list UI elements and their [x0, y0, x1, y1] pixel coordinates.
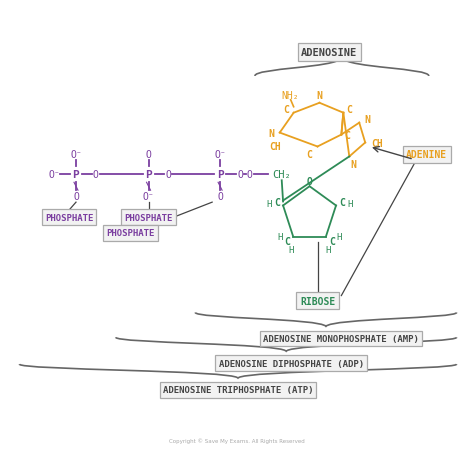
- Text: CH: CH: [269, 142, 281, 152]
- Text: H: H: [336, 233, 341, 242]
- Text: O⁻: O⁻: [143, 192, 155, 202]
- Text: O: O: [165, 170, 172, 180]
- Text: N: N: [350, 160, 356, 170]
- Text: H: H: [347, 199, 353, 208]
- Text: NH₂: NH₂: [282, 91, 300, 101]
- Text: O: O: [247, 170, 253, 180]
- Text: C: C: [346, 105, 352, 115]
- Text: H: H: [289, 245, 294, 254]
- Text: N: N: [317, 91, 322, 101]
- Text: O: O: [146, 150, 152, 160]
- Text: ADENOSINE DIPHOSPHATE (ADP): ADENOSINE DIPHOSPHATE (ADP): [219, 359, 364, 368]
- Text: C: C: [274, 198, 280, 208]
- Text: O: O: [307, 177, 312, 187]
- Text: O: O: [237, 170, 243, 180]
- Text: O: O: [93, 170, 99, 180]
- Text: O: O: [217, 192, 223, 202]
- Text: ADENOSINE: ADENOSINE: [301, 48, 357, 58]
- Text: O⁻: O⁻: [70, 150, 82, 160]
- Text: C: C: [283, 105, 289, 115]
- Text: P: P: [145, 170, 152, 180]
- Text: C: C: [307, 150, 312, 160]
- Text: PHOSPHATE: PHOSPHATE: [45, 213, 93, 222]
- Text: PHOSPHATE: PHOSPHATE: [124, 213, 173, 222]
- Text: N: N: [269, 128, 275, 138]
- Text: ADENOSINE MONOPHOSPHATE (AMP): ADENOSINE MONOPHOSPHATE (AMP): [263, 334, 419, 343]
- Text: P: P: [73, 170, 79, 180]
- Text: Copyright © Save My Exams. All Rights Reserved: Copyright © Save My Exams. All Rights Re…: [169, 437, 305, 443]
- Text: N: N: [364, 115, 370, 124]
- Text: C: C: [329, 236, 335, 246]
- Text: ADENOSINE TRIPHOSPHATE (ATP): ADENOSINE TRIPHOSPHATE (ATP): [163, 386, 313, 395]
- Text: O⁻: O⁻: [48, 170, 60, 180]
- Text: C: C: [284, 236, 290, 246]
- Text: H: H: [325, 245, 330, 254]
- Text: P: P: [217, 170, 223, 180]
- Text: CH: CH: [371, 138, 383, 148]
- Text: H: H: [278, 233, 283, 242]
- Text: H: H: [266, 199, 272, 208]
- Text: C: C: [339, 198, 345, 208]
- Text: RIBOSE: RIBOSE: [300, 296, 335, 306]
- Text: CH₂: CH₂: [273, 170, 291, 180]
- Text: C: C: [345, 130, 350, 140]
- Text: ADENINE: ADENINE: [406, 150, 447, 160]
- Text: O⁻: O⁻: [214, 150, 226, 160]
- Text: PHOSPHATE: PHOSPHATE: [107, 229, 155, 238]
- Text: O: O: [73, 192, 79, 202]
